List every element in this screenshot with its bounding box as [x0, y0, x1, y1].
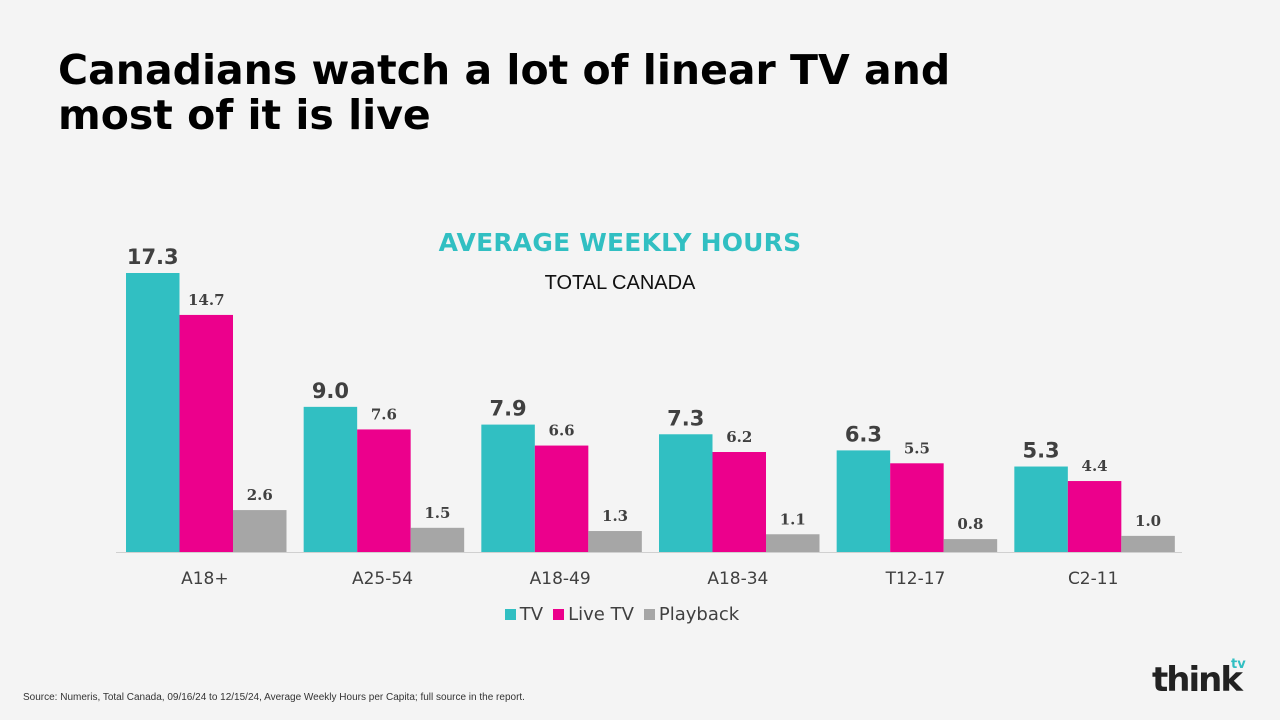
bar-tv-a1849: [481, 424, 535, 552]
legend-item-tv: TV: [504, 604, 544, 625]
data-label-playback-a1834: 1.1: [780, 510, 806, 528]
bar-live-tv-t1217: [890, 463, 944, 552]
bar-live-tv-a2554: [357, 429, 411, 552]
data-label-live-tv-c211: 4.4: [1082, 457, 1108, 475]
bar-playback-a1834: [766, 534, 820, 552]
slide-title-line-1: Canadians watch a lot of linear TV and: [58, 46, 951, 94]
data-label-tv-t1217: 6.3: [845, 422, 882, 446]
data-label-playback-t1217: 0.8: [957, 515, 983, 533]
logo-wordmark: think: [1152, 660, 1243, 700]
category-label-c211: C2-11: [1068, 569, 1118, 589]
bar-live-tv-a18: [179, 314, 233, 552]
legend-label-playback: Playback: [658, 604, 740, 625]
chart-subtitle: TOTAL CANADA: [544, 272, 696, 294]
data-label-tv-a1849: 7.9: [489, 397, 526, 421]
data-label-playback-a18: 2.6: [247, 486, 273, 504]
chart-legend: TV Live TV Playback: [0, 604, 1244, 625]
thinktv-logo: think tv: [1152, 656, 1252, 706]
slide-title: Canadians watch a lot of linear TV and m…: [58, 48, 1158, 138]
slide-title-line-2: most of it is live: [58, 91, 431, 139]
data-label-live-tv-t1217: 5.5: [904, 439, 930, 457]
bar-tv-a1834: [659, 434, 713, 552]
source-note: Source: Numeris, Total Canada, 09/16/24 …: [23, 692, 525, 703]
data-label-tv-c211: 5.3: [1022, 439, 1059, 463]
bar-tv-c211: [1014, 466, 1068, 552]
legend-label-live-tv: Live TV: [568, 604, 634, 625]
bar-tv-a2554: [303, 406, 358, 552]
logo-superscript: tv: [1231, 657, 1246, 672]
data-label-live-tv-a2554: 7.6: [371, 405, 397, 423]
category-label-a18: A18+: [181, 569, 229, 589]
bar-tv-a18: [126, 273, 180, 552]
data-label-tv-a2554: 9.0: [312, 379, 349, 403]
data-label-live-tv-a18: 14.7: [188, 291, 225, 309]
category-label-a1849: A18-49: [530, 569, 591, 589]
category-label-t1217: T12-17: [885, 569, 946, 589]
legend-swatch-playback: [643, 609, 655, 620]
bar-playback-t1217: [943, 539, 998, 552]
category-label-a2554: A25-54: [352, 569, 413, 589]
legend-item-live-tv: Live TV: [553, 604, 634, 625]
bar-playback-a18: [233, 510, 287, 552]
bar-live-tv-a1834: [712, 452, 766, 552]
data-label-playback-a1849: 1.3: [602, 507, 628, 525]
legend-item-playback: Playback: [643, 604, 740, 625]
category-label-a1834: A18-34: [707, 569, 768, 589]
data-label-playback-c211: 1.0: [1135, 512, 1161, 530]
bar-tv-t1217: [836, 450, 891, 552]
legend-swatch-live-tv: [553, 609, 565, 620]
data-label-tv-a1834: 7.3: [667, 406, 704, 430]
bar-live-tv-c211: [1067, 481, 1122, 552]
data-label-live-tv-a1849: 6.6: [549, 422, 575, 440]
data-label-playback-a2554: 1.5: [424, 504, 450, 522]
legend-label-tv: TV: [519, 604, 544, 625]
chart-title: AVERAGE WEEKLY HOURS: [438, 228, 802, 257]
bar-playback-c211: [1121, 535, 1175, 552]
bar-playback-a1849: [588, 531, 642, 552]
data-label-tv-a18: 17.3: [127, 245, 179, 269]
data-label-live-tv-a1834: 6.2: [726, 428, 752, 446]
bar-live-tv-a1849: [534, 445, 589, 552]
bar-playback-a2554: [410, 527, 465, 552]
legend-swatch-tv: [504, 609, 516, 620]
